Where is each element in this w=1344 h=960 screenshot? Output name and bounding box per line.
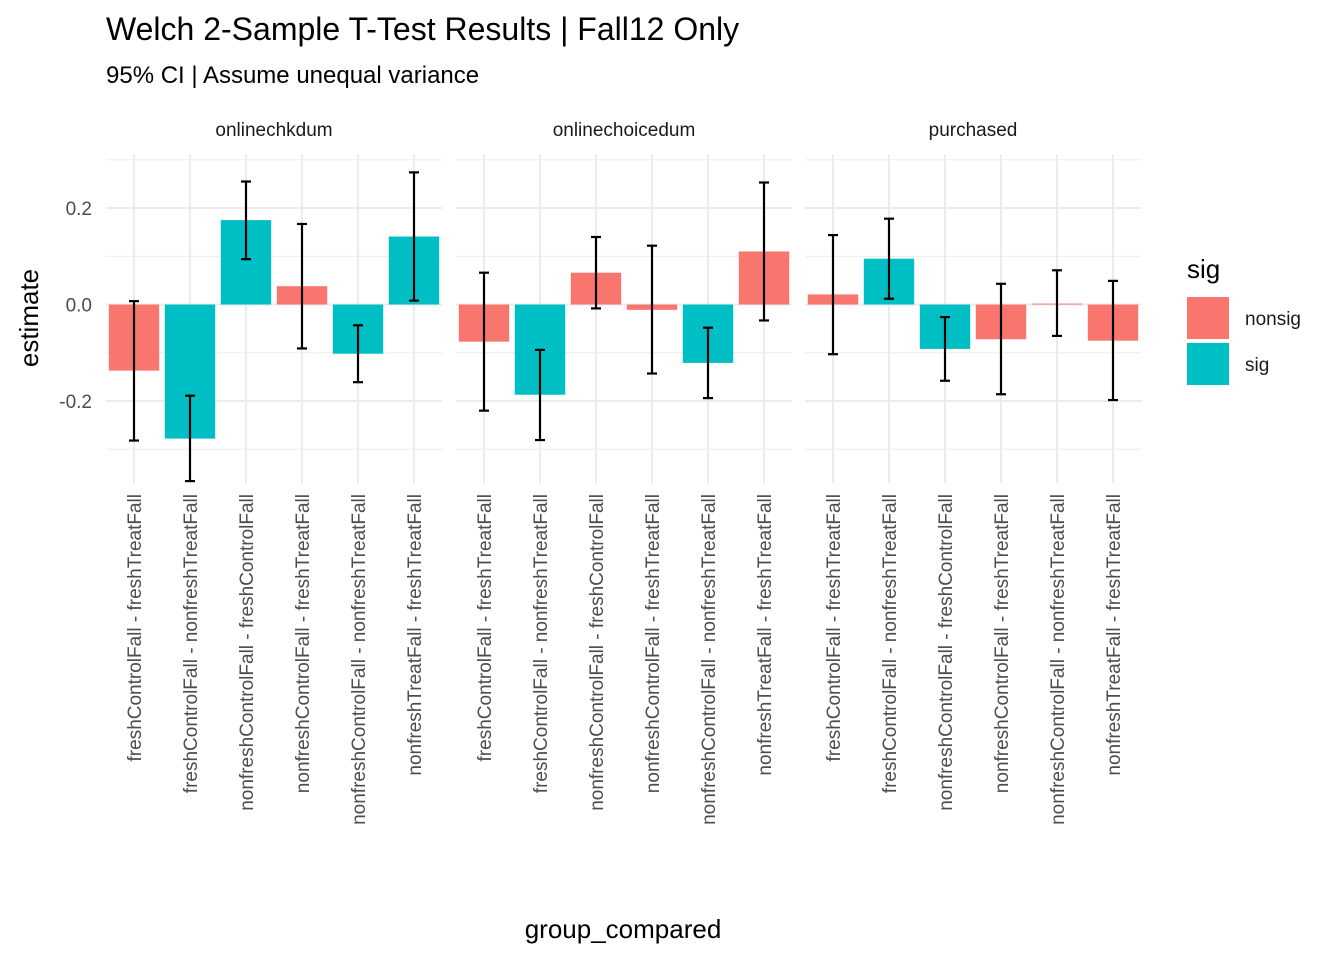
y-tick-label: 0.2 [66, 199, 92, 220]
legend-title: sig [1187, 254, 1220, 284]
error-bar [828, 233, 838, 356]
x-tick-label: nonfreshControlFall - freshTreatFall [293, 494, 314, 793]
x-tick-label: freshControlFall - nonfreshTreatFall [531, 494, 552, 793]
error-bar [1108, 279, 1118, 402]
x-tick-label: nonfreshControlFall - nonfreshTreatFall [699, 494, 720, 825]
x-tick-label: freshControlFall - nonfreshTreatFall [880, 494, 901, 793]
x-tick-label: nonfreshControlFall - freshControlFall [237, 494, 258, 811]
error-bar [884, 217, 894, 300]
x-tick-label: nonfreshTreatFall - freshTreatFall [755, 494, 776, 776]
x-tick-label: freshControlFall - nonfreshTreatFall [181, 494, 202, 793]
facet-panel-onlinechkdum: onlinechkdum freshControlFall - freshTrea… [106, 120, 442, 825]
error-bar [241, 180, 251, 261]
error-bar [297, 222, 307, 350]
facet-panel-onlinechoicedum: onlinechoicedum freshControlFall - freshT… [456, 120, 792, 825]
legend: sig nonsig sig [1187, 254, 1301, 385]
error-bar [996, 282, 1006, 396]
error-bar [703, 326, 713, 400]
y-axis: -0.2 0.0 0.2 [59, 199, 92, 413]
x-tick-label: freshControlFall - freshTreatFall [824, 494, 845, 761]
legend-label: sig [1245, 355, 1269, 376]
error-bar [940, 315, 950, 382]
error-bar [759, 181, 769, 322]
error-bar [479, 271, 489, 412]
error-bar [591, 235, 601, 310]
x-tick-label: freshControlFall - freshTreatFall [475, 494, 496, 761]
facet-panel-purchased: purchased freshControlFall - freshTreatFa… [805, 120, 1141, 825]
x-tick-label: nonfreshControlFall - nonfreshTreatFall [1048, 494, 1069, 825]
x-tick-label: freshControlFall - freshTreatFall [125, 494, 146, 761]
x-tick-label: nonfreshControlFall - freshControlFall [936, 494, 957, 811]
facet-panels: onlinechkdum freshControlFall - freshTrea… [106, 120, 1141, 825]
x-tick-label: nonfreshControlFall - freshTreatFall [643, 494, 664, 793]
legend-key-nonsig [1187, 297, 1229, 339]
error-bar [353, 324, 363, 384]
x-tick-label: nonfreshControlFall - nonfreshTreatFall [349, 494, 370, 825]
facet-strip-label: purchased [929, 120, 1018, 141]
chart-title: Welch 2-Sample T-Test Results | Fall12 O… [106, 11, 739, 47]
error-bar [185, 394, 195, 483]
facet-strip-label: onlinechkdum [215, 120, 332, 141]
y-tick-label: -0.2 [59, 392, 92, 413]
error-bar [647, 244, 657, 375]
legend-label: nonsig [1245, 309, 1301, 330]
error-bar [129, 300, 139, 442]
facet-strip-label: onlinechoicedum [553, 120, 696, 141]
error-bar [1052, 269, 1062, 337]
x-tick-label: nonfreshControlFall - freshTreatFall [992, 494, 1013, 793]
x-tick-label: nonfreshControlFall - freshControlFall [587, 494, 608, 811]
x-tick-label: nonfreshTreatFall - freshTreatFall [1104, 494, 1125, 776]
x-tick-label: nonfreshTreatFall - freshTreatFall [405, 494, 426, 776]
error-bar [535, 348, 545, 442]
legend-key-sig [1187, 343, 1229, 385]
error-bar [409, 171, 419, 302]
y-tick-label: 0.0 [66, 296, 92, 317]
x-axis-title: group_compared [525, 914, 722, 944]
chart-subtitle: 95% CI | Assume unequal variance [106, 62, 479, 89]
y-axis-title: estimate [14, 269, 44, 367]
